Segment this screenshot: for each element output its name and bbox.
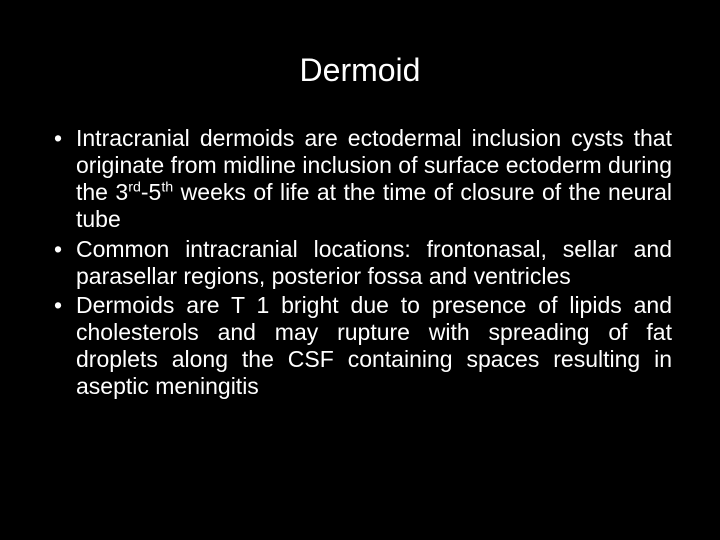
bullet-text: Dermoids are T 1 bright due to presence … [76,292,672,399]
superscript: th [161,180,173,196]
bullet-text: -5 [141,179,161,205]
bullet-item: Dermoids are T 1 bright due to presence … [48,292,672,401]
slide: Dermoid Intracranial dermoids are ectode… [0,0,720,540]
bullet-item: Intracranial dermoids are ectodermal inc… [48,125,672,234]
bullet-item: Common intracranial locations: frontonas… [48,236,672,290]
slide-body: Intracranial dermoids are ectodermal inc… [48,125,672,500]
superscript: rd [128,180,141,196]
slide-title: Dermoid [48,52,672,89]
bullet-text: Common intracranial locations: frontonas… [76,236,672,289]
bullet-list: Intracranial dermoids are ectodermal inc… [48,125,672,400]
